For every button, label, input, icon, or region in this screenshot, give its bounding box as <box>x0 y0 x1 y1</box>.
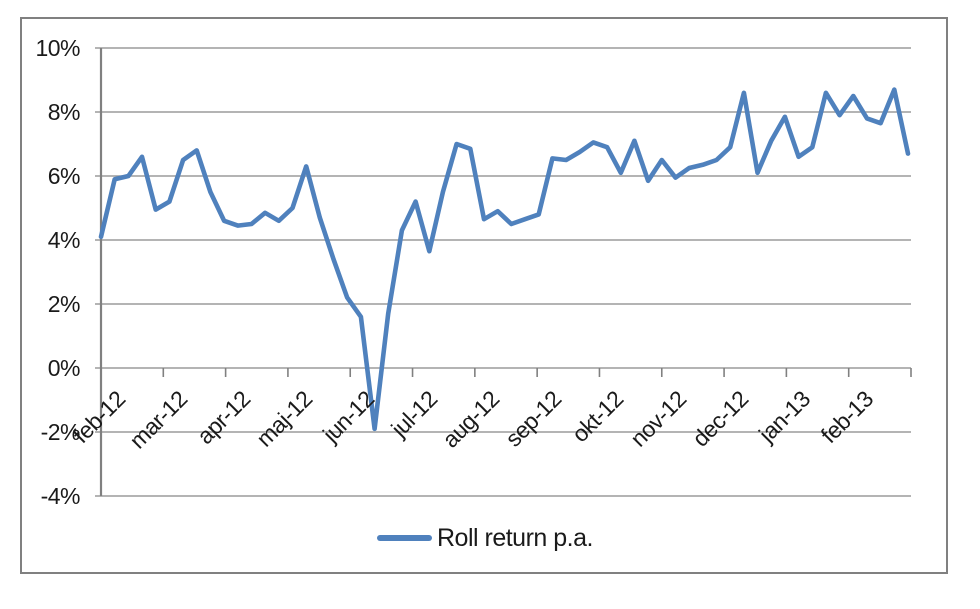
y-axis-tick-label: 2% <box>47 291 81 317</box>
roll-return-series-line <box>98 87 911 432</box>
y-axis-tick-label: 8% <box>47 99 81 125</box>
legend: Roll return p.a. <box>377 523 593 553</box>
y-axis-tick-label: 4% <box>47 227 81 253</box>
chart-frame <box>20 17 948 574</box>
legend-series-label: Roll return p.a. <box>437 523 593 552</box>
y-axis-tick-label: 10% <box>35 35 80 61</box>
y-axis-tick-label: -4% <box>40 483 81 509</box>
y-axis-tick-label: -2% <box>40 419 81 445</box>
legend-line-swatch <box>377 535 432 541</box>
y-axis-tick-label: 6% <box>47 163 81 189</box>
y-axis-tick-label: 0% <box>47 355 81 381</box>
